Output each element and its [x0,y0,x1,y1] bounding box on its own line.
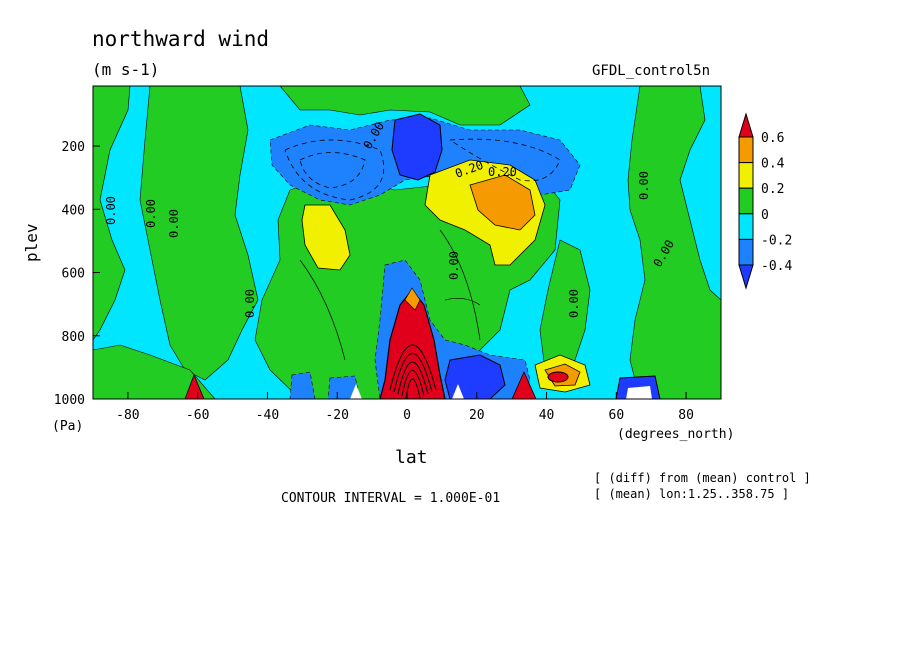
contour-label: 0.00 [567,289,581,318]
note-mean: [ (mean) lon:1.25..358.75 ] [594,487,789,501]
region-white-lower-far [626,386,652,399]
solid-contours [299,229,481,361]
plot-area [93,86,721,399]
region-yellow-south [301,204,351,271]
note-diff: [ (diff) from (mean) control ] [594,471,811,485]
contour-label: 0.20 [488,165,517,179]
colorbar: 0.6 0.4 0.2 0 -0.2 -0.4 [738,112,792,290]
colorbar-swatch [738,213,754,240]
colorbar-label: 0 [761,208,769,223]
dataset-label: GFDL_control5n [592,63,710,79]
colorbar-label: 0.2 [761,182,784,197]
region-deepblue-center [391,113,443,181]
colorbar-swatch [738,238,754,266]
x-axis-units: (degrees_north) [617,427,734,442]
x-tick-label: -40 [256,408,279,423]
chart-units: (m s-1) [92,60,159,79]
x-tick-label: 0 [403,408,411,423]
region-green-sw [93,344,216,399]
x-tick-label: 60 [609,408,625,423]
y-axis: 200 400 600 800 1000 [54,140,100,408]
y-axis-label: plev [22,223,41,262]
colorbar-label: -0.4 [761,259,792,274]
region-green-north [627,86,721,399]
y-tick-label: 600 [62,267,85,282]
colorbar-label: 0.6 [761,131,784,146]
region-orange-plume [404,287,421,311]
dashed-contours [284,138,561,201]
region-red-north-low [547,371,569,383]
region-blue-lower-left [289,371,316,399]
contour-label: 0.00 [243,289,257,318]
y-tick-label: 200 [62,140,85,155]
colorbar-swatch [738,264,754,290]
region-red-sw [184,373,205,399]
contour-interval: CONTOUR INTERVAL = 1.000E-01 [281,491,500,506]
y-tick-label: 800 [62,330,85,345]
x-axis-label: lat [395,447,428,468]
colorbar-swatch [738,136,754,164]
chart-title: northward wind [92,27,269,51]
region-green-south [93,86,131,341]
y-tick-label: 1000 [54,393,85,408]
y-axis-units: (Pa) [52,419,83,434]
contour-label: 0.00 [447,251,461,280]
contour-label: 0.00 [144,199,158,228]
x-tick-label: 40 [539,408,555,423]
x-tick-label: 80 [678,408,694,423]
contour-label: 0.00 [637,171,651,200]
x-tick-label: -20 [325,408,348,423]
region-blue-lower-left2 [327,375,361,399]
x-axis: -80 -60 -40 -20 0 20 40 60 80 [116,392,694,423]
contour-label: 0.00 [167,209,181,238]
region-red-ne [511,371,537,399]
x-tick-label: 20 [469,408,485,423]
region-green-south-2 [139,86,259,381]
contour-label: 0.00 [104,196,118,225]
region-orange-north [469,174,536,231]
region-green-upper [279,86,531,126]
colorbar-label: 0.4 [761,157,785,172]
x-tick-label: -60 [186,408,209,423]
colorbar-swatch [738,162,754,189]
x-tick-label: -80 [116,408,139,423]
colorbar-swatch [738,187,754,215]
region-white-tri-2 [452,384,464,399]
colorbar-label: -0.2 [761,233,792,248]
colorbar-swatch [738,112,754,138]
region-blue-lower-right [444,354,506,399]
y-tick-label: 400 [62,203,85,218]
region-white-tri-1 [350,384,362,399]
plume-contours [389,344,437,399]
